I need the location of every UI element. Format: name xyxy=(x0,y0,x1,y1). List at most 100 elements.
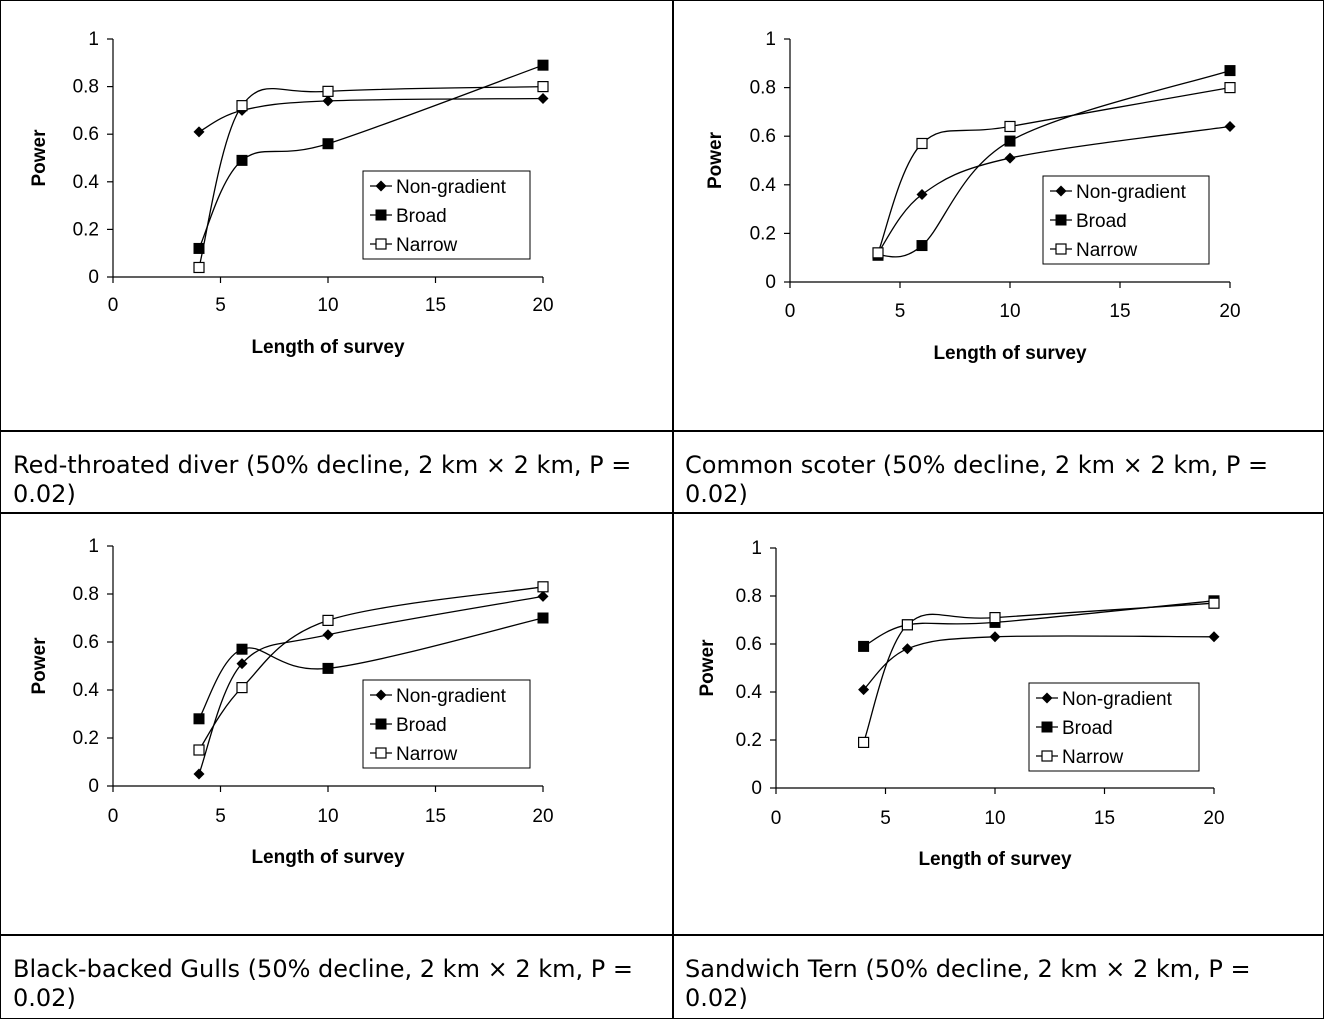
y-tick-label: 0.2 xyxy=(73,219,99,240)
legend-item-non-gradient: Non-gradient xyxy=(370,686,507,707)
legend-marker-broad xyxy=(375,209,387,221)
data-point-non-gradient xyxy=(236,658,248,670)
series-line-non-gradient xyxy=(198,595,544,775)
x-axis-title: Length of survey xyxy=(918,849,1072,870)
legend: Non-gradient Broad Narrow xyxy=(1028,682,1200,772)
legend: Non-gradient Broad Narrow xyxy=(1042,175,1210,265)
x-axis-title: Length of survey xyxy=(933,343,1087,364)
legend-label: Narrow xyxy=(1076,240,1138,261)
data-point-broad xyxy=(193,242,205,254)
series-narrow xyxy=(193,80,549,274)
chart-panel-common-scoter: 0 0.2 0.4 0.6 0.8 1 0 5 10 15 20 Length of survey Po… xyxy=(672,0,1324,432)
legend: Non-gradient Broad Narrow xyxy=(362,679,531,769)
x-tick-label: 10 xyxy=(317,295,338,316)
x-tick-label: 10 xyxy=(999,301,1020,322)
data-point-broad xyxy=(322,138,334,150)
legend-marker-non-gradient xyxy=(375,689,387,701)
data-point-non-gradient xyxy=(193,768,205,780)
data-point-narrow xyxy=(322,614,334,627)
data-point-narrow xyxy=(1208,597,1220,609)
legend-marker-non-gradient xyxy=(1055,185,1067,197)
series-line-broad xyxy=(877,69,1231,258)
x-tick-label: 20 xyxy=(1219,301,1240,322)
legend-item-broad: Broad xyxy=(370,206,447,227)
legend-marker-narrow xyxy=(375,238,387,250)
legend-item-narrow: Narrow xyxy=(370,744,458,765)
chart-panel-sandwich-tern: 0 0.2 0.4 0.6 0.8 1 0 5 10 15 20 Length of survey Po… xyxy=(672,512,1324,936)
x-tick-label: 0 xyxy=(771,808,782,829)
data-point-narrow xyxy=(236,682,248,694)
y-tick-label: 0 xyxy=(88,267,99,288)
data-point-non-gradient xyxy=(537,93,549,104)
data-point-broad xyxy=(858,640,870,652)
y-tick-label: 0 xyxy=(765,272,776,293)
y-tick-label: 0 xyxy=(751,778,762,799)
data-point-non-gradient xyxy=(322,95,334,107)
x-tick-label: 10 xyxy=(984,808,1005,829)
x-axis-title: Length of survey xyxy=(251,337,405,358)
caption-black-backed-gulls: Black-backed Gulls (50% decline, 2 km × … xyxy=(0,934,674,1019)
data-point-narrow xyxy=(989,611,1001,624)
x-tick-label: 5 xyxy=(895,301,906,322)
y-tick-label: 0.6 xyxy=(736,634,762,655)
y-tick-label: 0.6 xyxy=(73,124,99,145)
data-point-broad xyxy=(537,59,549,71)
legend-item-non-gradient: Non-gradient xyxy=(370,177,507,198)
x-tick-label: 10 xyxy=(317,806,338,827)
legend-item-narrow: Narrow xyxy=(1036,747,1124,768)
data-point-broad xyxy=(1004,135,1016,147)
x-tick-label: 20 xyxy=(532,295,553,316)
legend-label: Non-gradient xyxy=(1076,182,1187,203)
series-line-non-gradient xyxy=(877,125,1231,254)
legend-marker-narrow xyxy=(1055,243,1067,255)
series-broad xyxy=(193,612,549,725)
y-axis-title: Power xyxy=(29,129,50,187)
x-tick-label: 0 xyxy=(785,301,796,322)
legend-label: Non-gradient xyxy=(396,177,507,198)
data-point-narrow xyxy=(858,736,870,748)
legend-item-narrow: Narrow xyxy=(370,235,458,256)
caption-sandwich-tern: Sandwich Tern (50% decline, 2 km × 2 km,… xyxy=(672,934,1324,1019)
series-line-narrow xyxy=(198,85,544,268)
data-point-non-gradient xyxy=(989,631,1001,643)
data-point-non-gradient xyxy=(1224,120,1236,132)
data-point-broad xyxy=(1224,65,1236,77)
legend-marker-broad xyxy=(1041,721,1053,733)
data-point-narrow xyxy=(537,80,549,93)
data-point-narrow xyxy=(322,85,334,97)
data-point-narrow xyxy=(236,100,248,112)
legend-label: Narrow xyxy=(1062,747,1124,768)
y-axis-title: Power xyxy=(705,131,726,189)
series-narrow xyxy=(858,597,1220,748)
caption-common-scoter: Common scoter (50% decline, 2 km × 2 km,… xyxy=(672,430,1324,514)
legend-label: Non-gradient xyxy=(1062,689,1173,710)
legend-label: Narrow xyxy=(396,235,458,256)
y-axis-title: Power xyxy=(29,637,50,695)
legend-item-narrow: Narrow xyxy=(1050,240,1138,261)
x-axis-title: Length of survey xyxy=(251,847,405,868)
y-tick-label: 1 xyxy=(751,538,762,559)
x-tick-label: 5 xyxy=(880,808,891,829)
y-tick-label: 0.4 xyxy=(750,175,777,196)
series-line-narrow xyxy=(877,86,1231,254)
chart-panel-red-throated-diver: 0 0.2 0.4 0.6 0.8 1 0 5 10 15 20 Length of survey Po… xyxy=(0,0,674,432)
x-tick-label: 5 xyxy=(215,295,226,316)
legend-marker-non-gradient xyxy=(1041,692,1053,704)
series-non-gradient xyxy=(858,631,1220,696)
series-line-non-gradient xyxy=(198,97,544,133)
data-point-narrow xyxy=(1224,81,1236,94)
y-tick-label: 0.6 xyxy=(73,632,99,653)
y-tick-label: 1 xyxy=(88,29,99,50)
y-tick-label: 0.2 xyxy=(736,730,762,751)
y-tick-label: 1 xyxy=(88,536,99,557)
y-tick-label: 0.8 xyxy=(750,78,776,99)
x-tick-label: 0 xyxy=(108,295,119,316)
y-tick-label: 0.8 xyxy=(736,586,762,607)
data-point-narrow xyxy=(872,247,884,259)
series-narrow xyxy=(193,581,549,756)
x-tick-label: 15 xyxy=(425,295,446,316)
